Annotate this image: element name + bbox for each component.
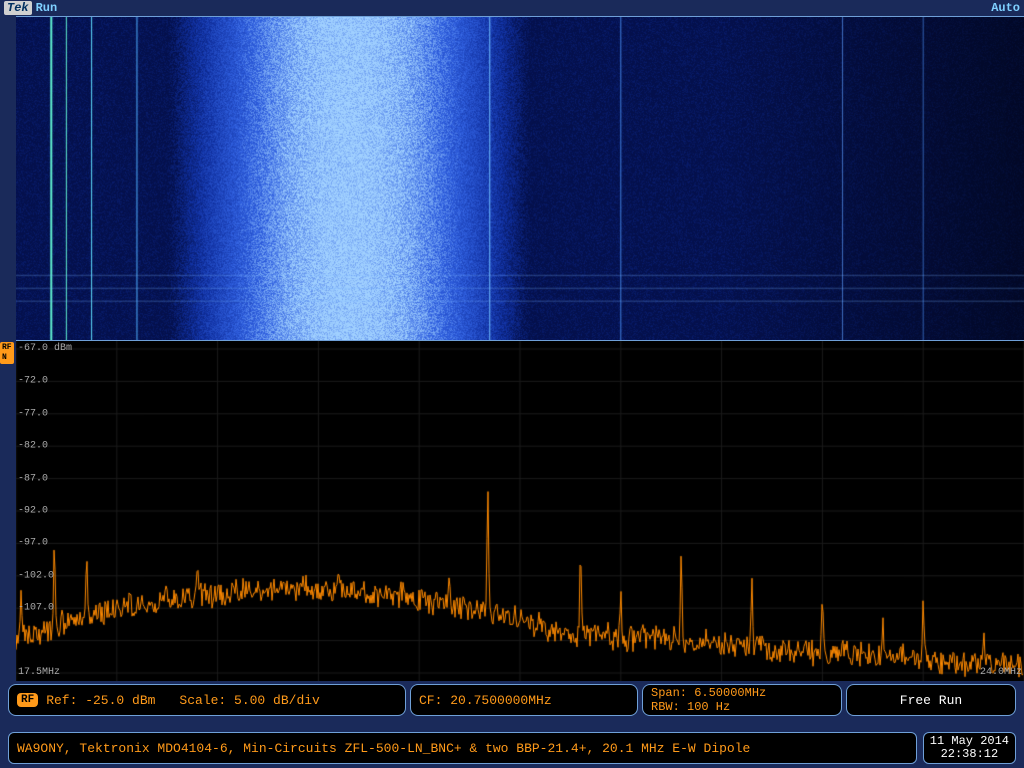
ref-scale-readout[interactable]: RF Ref: -25.0 dBm Scale: 5.00 dB/div [8,684,406,716]
y-tick-label: -92.0 [18,506,48,517]
rbw-value: RBW: 100 Hz [651,700,730,714]
run-status: Run [36,1,58,15]
span-rbw-readout[interactable]: Span: 6.50000MHz RBW: 100 Hz [642,684,842,716]
rf-chip-icon: RF [17,693,38,707]
center-freq-readout[interactable]: CF: 20.7500000MHz [410,684,638,716]
instrument-screen: Tek Run Auto RFN -67.0 dBm -72.0 -77.0 -82… [0,0,1024,768]
span-value: Span: 6.50000MHz [651,686,766,700]
y-tick-label: -82.0 [18,441,48,452]
spectrum-canvas [16,341,1024,681]
cf-value: CF: 20.7500000MHz [419,693,552,708]
ref-level-label: -67.0 dBm [18,343,72,354]
time-text: 22:38:12 [941,748,999,761]
y-tick-label: -77.0 [18,408,48,419]
waterfall-display [16,16,1024,340]
trigger-mode: Auto [991,1,1020,15]
status-bar: RF Ref: -25.0 dBm Scale: 5.00 dB/div CF:… [0,680,1024,716]
rf-channel-icon[interactable]: RFN [0,342,14,364]
freq-end-label: 24.0MHz [980,667,1022,678]
footer-bar: WA9ONY, Tektronix MDO4104-6, Min-Circuit… [0,732,1024,764]
run-mode-readout[interactable]: Free Run [846,684,1016,716]
spectrum-row: RFN -67.0 dBm -72.0-77.0-82.0-87.0-92.0-… [0,340,1024,680]
tek-logo: Tek [4,1,32,15]
y-tick-label: -107.0 [18,603,54,614]
caption-box: WA9ONY, Tektronix MDO4104-6, Min-Circuit… [8,732,917,764]
y-tick-label: -102.0 [18,570,54,581]
run-mode-value: Free Run [900,693,962,708]
freq-start-label: 17.5MHz [18,667,60,678]
waterfall-canvas [16,17,1024,340]
ref-value: Ref: -25.0 dBm [46,693,155,708]
rf-badge-col: RFN [0,340,16,680]
top-bar: Tek Run Auto [0,0,1024,16]
spectrum-display: -67.0 dBm -72.0 -77.0 -82.0 -87.0 -92.0 -97.0… [16,340,1024,680]
caption-text: WA9ONY, Tektronix MDO4104-6, Min-Circuit… [17,741,750,756]
y-tick-label: -72.0 [18,376,48,387]
datetime-box: 11 May 2014 22:38:12 [923,732,1016,764]
y-tick-label: -87.0 [18,473,48,484]
y-tick-label: -97.0 [18,538,48,549]
scale-value: Scale: 5.00 dB/div [179,693,319,708]
